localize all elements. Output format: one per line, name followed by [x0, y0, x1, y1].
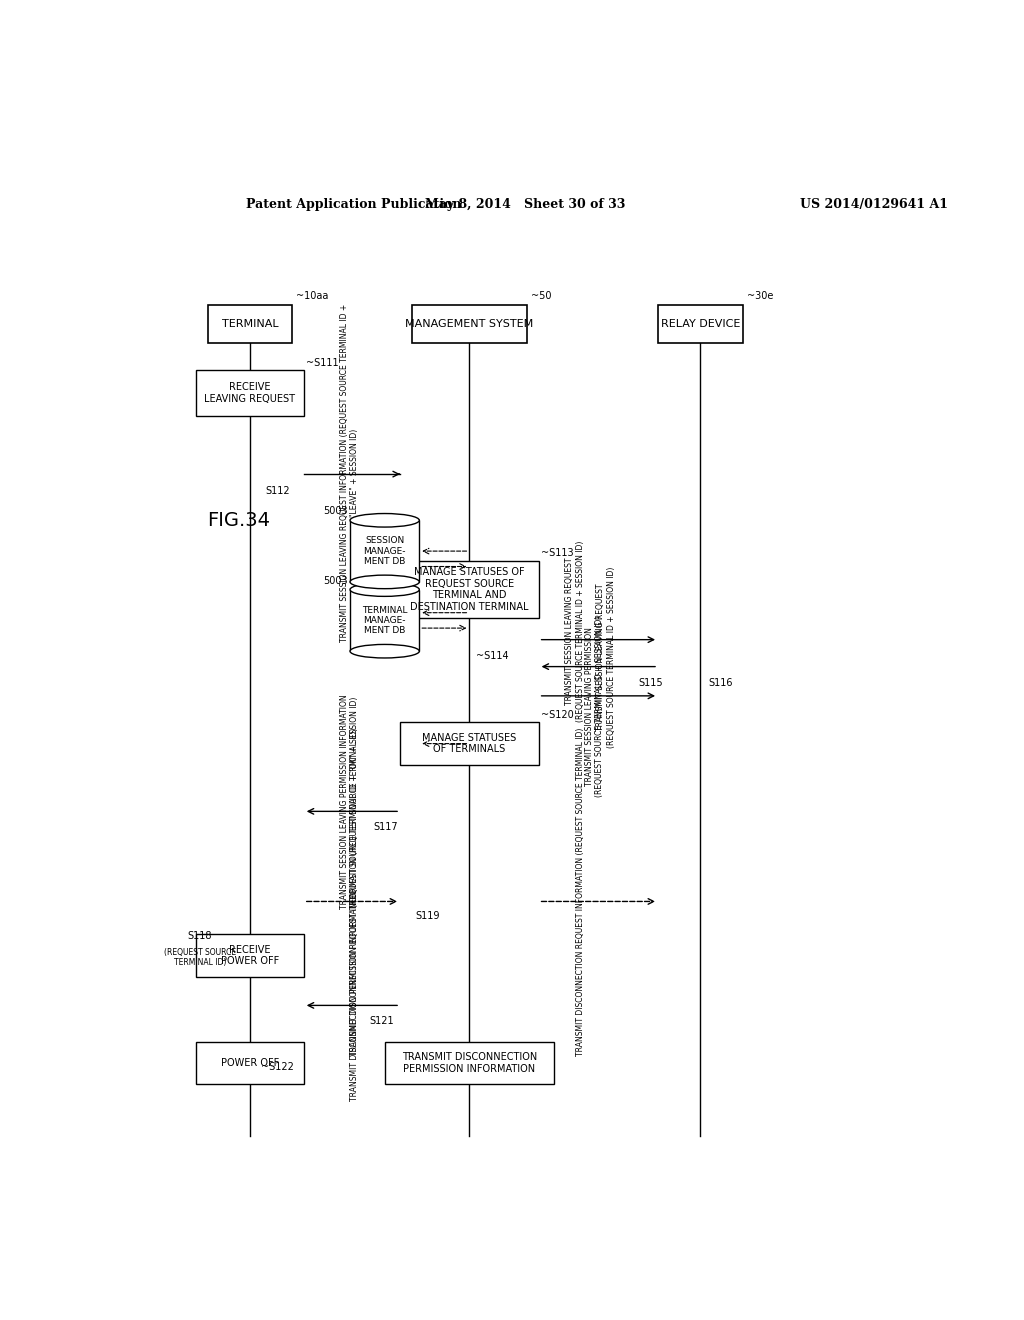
Ellipse shape — [350, 583, 419, 597]
Text: SESSION
MANAGE-
MENT DB: SESSION MANAGE- MENT DB — [364, 536, 406, 566]
Text: RELAY DEVICE: RELAY DEVICE — [660, 319, 740, 329]
Text: (REQUEST SOURCE
TERMINAL ID): (REQUEST SOURCE TERMINAL ID) — [164, 948, 236, 968]
Bar — [196, 935, 304, 977]
Text: ~10aa: ~10aa — [296, 290, 329, 301]
Text: TRANSMIT DISCONNECTION REQUEST INFORMATION (REQUEST SOURCE TERMINAL ID): TRANSMIT DISCONNECTION REQUEST INFORMATI… — [350, 727, 359, 1056]
Bar — [400, 722, 539, 764]
Text: MANAGE STATUSES
OF TERMINALS: MANAGE STATUSES OF TERMINALS — [422, 733, 516, 755]
Text: May 8, 2014   Sheet 30 of 33: May 8, 2014 Sheet 30 of 33 — [425, 198, 625, 211]
Bar — [400, 561, 539, 619]
Text: TRANSMIT DISCONNECTION REQUEST INFORMATION (REQUEST SOURCE TERMINAL ID): TRANSMIT DISCONNECTION REQUEST INFORMATI… — [575, 727, 585, 1056]
Text: S119: S119 — [416, 911, 440, 921]
Text: S116: S116 — [708, 678, 732, 688]
Text: ~S122: ~S122 — [261, 1063, 294, 1072]
Text: S121: S121 — [370, 1016, 394, 1026]
Text: ~30e: ~30e — [746, 290, 773, 301]
Text: TRANSMIT DISCONNECTION
PERMISSION INFORMATION: TRANSMIT DISCONNECTION PERMISSION INFORM… — [401, 1052, 537, 1074]
Text: Patent Application Publication: Patent Application Publication — [246, 198, 462, 211]
Text: S117: S117 — [373, 822, 397, 832]
Text: ~S113: ~S113 — [541, 548, 573, 558]
Text: S118: S118 — [187, 931, 212, 941]
Text: MANAGE STATUSES OF
REQUEST SOURCE
TERMINAL AND
DESTINATION TERMINAL: MANAGE STATUSES OF REQUEST SOURCE TERMIN… — [410, 568, 528, 612]
Text: TRANSMIT SESSION LEAVING REQUEST INFORMATION (REQUEST SOURCE TERMINAL ID +
"LEAV: TRANSMIT SESSION LEAVING REQUEST INFORMA… — [340, 304, 359, 642]
Text: RECEIVE
POWER OFF: RECEIVE POWER OFF — [221, 945, 279, 966]
Bar — [350, 520, 419, 582]
Text: MANAGEMENT SYSTEM: MANAGEMENT SYSTEM — [406, 319, 534, 329]
Text: S112: S112 — [265, 486, 290, 495]
Text: ~S114: ~S114 — [475, 651, 508, 661]
Ellipse shape — [350, 644, 419, 657]
Text: US 2014/0129641 A1: US 2014/0129641 A1 — [801, 198, 948, 211]
Bar — [196, 1041, 304, 1084]
Text: 5003: 5003 — [324, 507, 348, 516]
Text: RECEIVE
LEAVING REQUEST: RECEIVE LEAVING REQUEST — [205, 383, 295, 404]
Ellipse shape — [350, 576, 419, 589]
Bar — [350, 590, 419, 651]
Text: TRANSMIT SESSION LEAVING PERMISSION INFORMATION
(REQUEST SOURCE TERMINAL ID + "O: TRANSMIT SESSION LEAVING PERMISSION INFO… — [340, 694, 359, 909]
Text: FIG.34: FIG.34 — [208, 511, 270, 529]
Text: S115: S115 — [639, 678, 664, 688]
Text: ~50: ~50 — [531, 290, 552, 301]
Bar — [208, 305, 292, 343]
Bar — [658, 305, 742, 343]
Text: POWER OFF: POWER OFF — [221, 1059, 279, 1068]
Text: TRANSMIT SESSION LEAVING PERMISSION
(REQUEST SOURCE TERMINAL ID + SESSION ID): TRANSMIT SESSION LEAVING PERMISSION (REQ… — [585, 616, 604, 797]
Text: ~S120: ~S120 — [541, 710, 573, 721]
Text: TERMINAL
MANAGE-
MENT DB: TERMINAL MANAGE- MENT DB — [361, 606, 408, 635]
Text: TRANSMIT SESSION LEAVING REQUEST
(REQUEST SOURCE TERMINAL ID + SESSION ID): TRANSMIT SESSION LEAVING REQUEST (REQUES… — [596, 566, 615, 748]
Bar — [412, 305, 527, 343]
Text: TRANSMIT DISCONNECTION PERMISSION INFORMATION: TRANSMIT DISCONNECTION PERMISSION INFORM… — [350, 891, 359, 1101]
Bar — [385, 1041, 554, 1084]
Text: 5003: 5003 — [324, 576, 348, 586]
Bar — [196, 370, 304, 416]
Text: TRANSMIT SESSION LEAVING REQUEST
(REQUEST SOURCE TERMINAL ID + SESSION ID): TRANSMIT SESSION LEAVING REQUEST (REQUES… — [565, 540, 585, 722]
Text: TERMINAL: TERMINAL — [221, 319, 279, 329]
Text: ~S111: ~S111 — [306, 358, 339, 368]
Ellipse shape — [350, 513, 419, 527]
